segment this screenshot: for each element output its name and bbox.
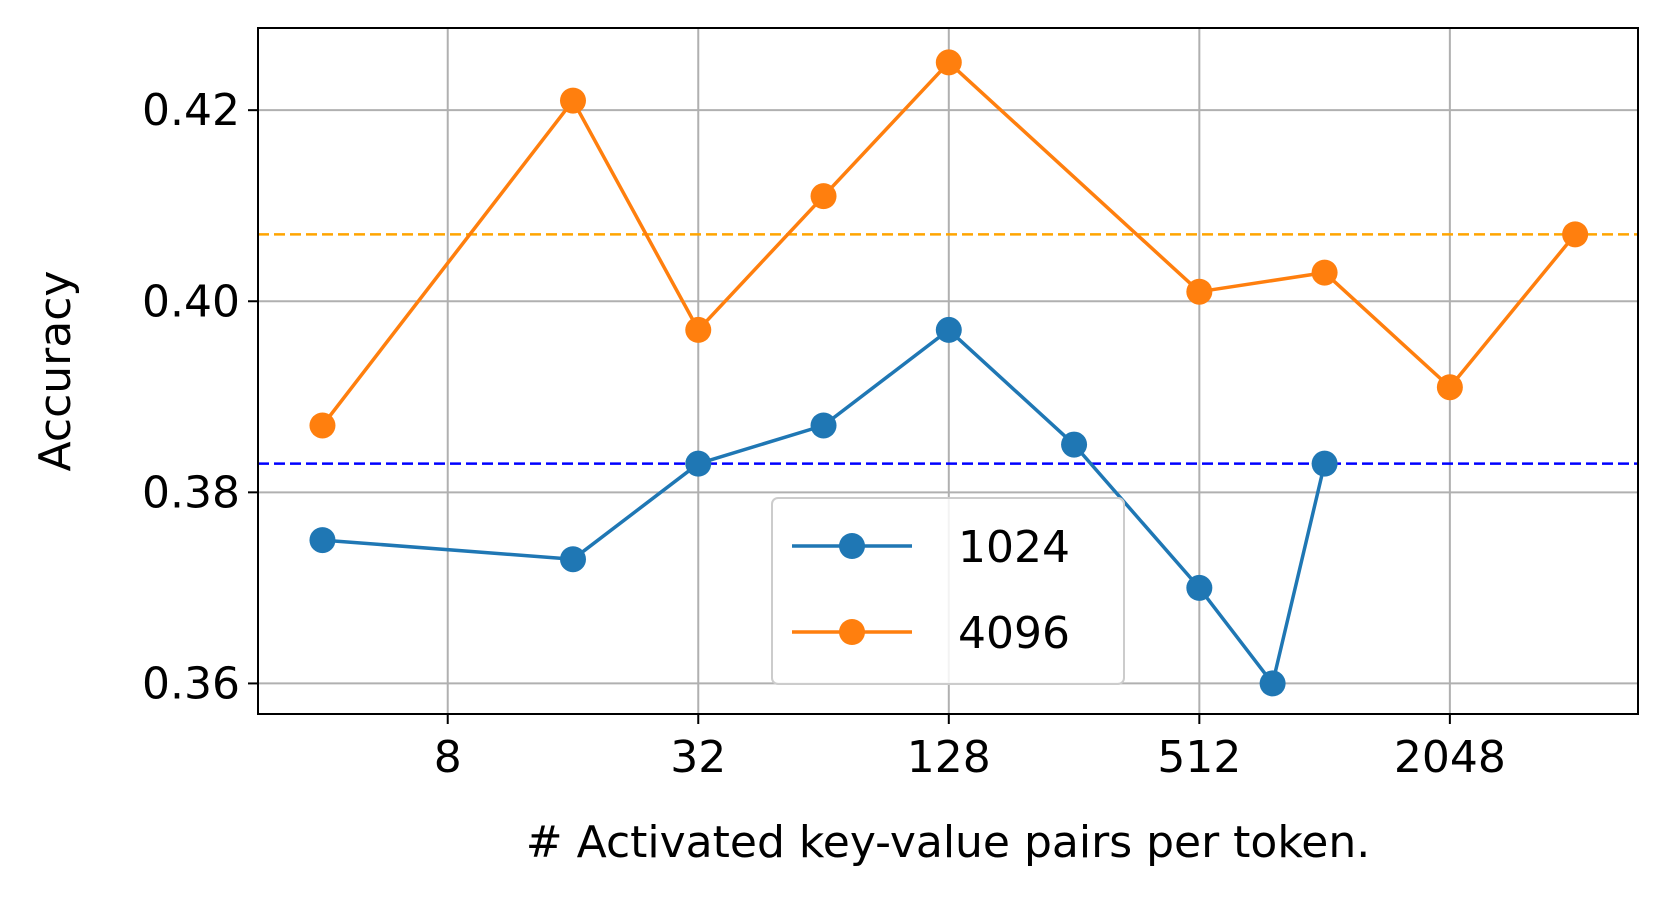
data-point [309,412,336,439]
x-tick-label: 128 [907,732,991,783]
data-point [685,450,712,477]
data-point [1311,259,1338,286]
x-tick-label: 2048 [1394,732,1506,783]
x-tick-label: 32 [670,732,726,783]
legend-item: 1024 [792,522,1070,573]
data-point [1562,221,1589,248]
data-point [309,527,336,554]
data-point [1436,374,1463,401]
series-1024 [309,316,1338,697]
legend-box [771,497,1125,685]
legend-item: 4096 [792,608,1070,659]
data-point [1259,670,1286,697]
legend-label: 4096 [958,608,1070,659]
y-tick-label: 0.38 [142,467,240,518]
data-point [559,87,586,114]
data-point [810,412,837,439]
legend: 1024 4096 [771,497,1125,685]
data-point [1061,431,1088,458]
data-point [935,316,962,343]
data-point [1186,574,1213,601]
y-axis-title: Accuracy [30,271,81,472]
y-tick-label: 0.40 [142,276,240,327]
legend-label: 1024 [958,522,1070,573]
y-tick-label: 0.36 [142,658,240,709]
series-4096 [309,49,1589,439]
data-point [559,546,586,573]
x-axis-title: # Activated key-value pairs per token. [526,817,1370,868]
reference-lines [258,233,1638,465]
x-tick-label: 512 [1157,732,1241,783]
series [309,49,1589,697]
x-tick-label: 8 [434,732,462,783]
data-point [810,183,837,210]
ticks: 8 32 128 512 2048 0.36 0.38 0.40 0.42 [142,85,1506,783]
y-tick-label: 0.42 [142,85,240,136]
data-point [1311,450,1338,477]
legend-swatch-marker [839,533,865,559]
data-point [685,316,712,343]
data-point [1186,278,1213,305]
data-point [935,49,962,76]
legend-swatch-marker [839,619,865,645]
